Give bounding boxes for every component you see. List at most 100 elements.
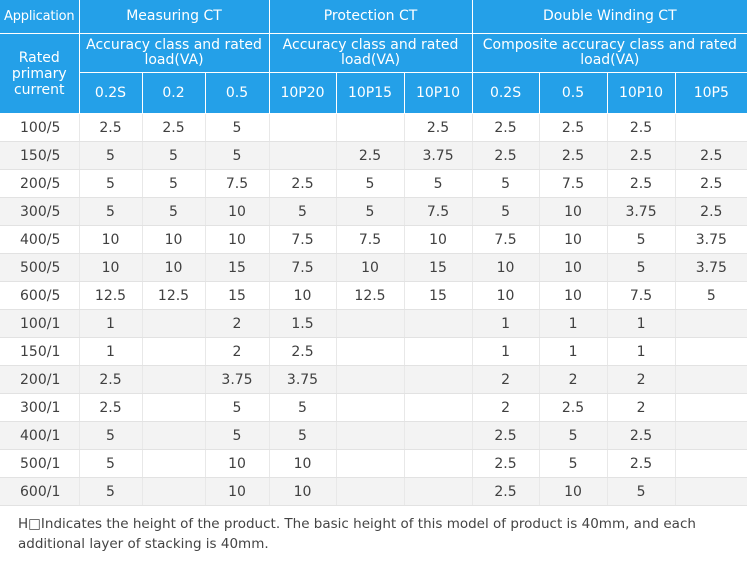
rated-current-cell: 400/1	[0, 421, 80, 450]
load-value-cell: 5	[675, 281, 747, 310]
load-value-cell: 7.5	[269, 253, 337, 282]
rated-current-cell: 500/1	[0, 449, 80, 478]
column-header: 10P10	[404, 72, 473, 114]
group-header-measuring: Measuring CT	[79, 0, 270, 34]
load-value-cell: 2.5	[404, 113, 473, 142]
load-value-cell: 1	[607, 309, 676, 338]
column-header: 0.5	[205, 72, 270, 114]
load-value-cell	[404, 337, 473, 366]
load-value-cell: 10	[142, 253, 206, 282]
load-value-cell: 5	[79, 421, 143, 450]
table-row: 600/5 12.5 12.5 15 10 12.5 15 10 10 7.5 5	[0, 281, 747, 310]
load-value-cell	[404, 421, 473, 450]
load-value-cell	[675, 309, 747, 338]
load-value-cell: 2.5	[269, 169, 337, 198]
load-value-cell: 2.5	[472, 141, 540, 170]
column-header: 0.5	[539, 72, 608, 114]
load-value-cell: 5	[472, 197, 540, 226]
subgroup-header-protection: Accuracy class and rated load(VA)	[269, 33, 473, 73]
load-value-cell: 10	[205, 449, 270, 478]
load-value-cell: 1.5	[269, 309, 337, 338]
load-value-cell	[142, 337, 206, 366]
load-value-cell: 10	[79, 225, 143, 254]
load-value-cell: 15	[205, 253, 270, 282]
load-value-cell: 2.5	[142, 113, 206, 142]
load-value-cell: 5	[205, 393, 270, 422]
load-value-cell: 2.5	[607, 113, 676, 142]
header-row-columns: 0.2S 0.2 0.5 10P20 10P15 10P10 0.2S 0.5 …	[0, 72, 747, 114]
column-header: 10P20	[269, 72, 337, 114]
load-value-cell	[269, 141, 337, 170]
load-value-cell: 2.5	[539, 113, 608, 142]
load-value-cell: 2	[472, 393, 540, 422]
column-header: 10P10	[607, 72, 676, 114]
ct-specification-table: Application Measuring CT Protection CT D…	[0, 0, 747, 506]
load-value-cell: 2.5	[607, 449, 676, 478]
load-value-cell	[336, 477, 405, 506]
rated-current-cell: 100/5	[0, 113, 80, 142]
load-value-cell: 2	[607, 365, 676, 394]
load-value-cell: 5	[142, 169, 206, 198]
rated-current-cell: 600/5	[0, 281, 80, 310]
table-row: 300/5 5 5 10 5 5 7.5 5 10 3.75 2.5	[0, 197, 747, 226]
table-row: 500/5 10 10 15 7.5 10 15 10 10 5 3.75	[0, 253, 747, 282]
table-row: 100/1 1 2 1.5 1 1 1	[0, 309, 747, 338]
load-value-cell	[336, 309, 405, 338]
load-value-cell: 1	[607, 337, 676, 366]
rated-current-cell: 150/1	[0, 337, 80, 366]
load-value-cell: 2.5	[79, 393, 143, 422]
load-value-cell: 5	[79, 197, 143, 226]
load-value-cell	[336, 449, 405, 478]
load-value-cell: 2	[607, 393, 676, 422]
load-value-cell: 12.5	[142, 281, 206, 310]
load-value-cell	[404, 309, 473, 338]
load-value-cell: 10	[539, 253, 608, 282]
load-value-cell: 7.5	[269, 225, 337, 254]
table-row: 600/1 5 10 10 2.5 10 5	[0, 477, 747, 506]
load-value-cell: 3.75	[675, 253, 747, 282]
load-value-cell	[675, 393, 747, 422]
load-value-cell: 5	[607, 253, 676, 282]
load-value-cell: 10	[472, 253, 540, 282]
load-value-cell: 2.5	[79, 365, 143, 394]
load-value-cell: 5	[336, 197, 405, 226]
rated-current-cell: 600/1	[0, 477, 80, 506]
table-row: 400/1 5 5 5 2.5 5 2.5	[0, 421, 747, 450]
table-row: 400/5 10 10 10 7.5 7.5 10 7.5 10 5 3.75	[0, 225, 747, 254]
rated-current-cell: 300/5	[0, 197, 80, 226]
rated-current-cell: 500/5	[0, 253, 80, 282]
load-value-cell: 2.5	[79, 113, 143, 142]
load-value-cell: 15	[404, 253, 473, 282]
load-value-cell: 10	[142, 225, 206, 254]
load-value-cell: 10	[205, 477, 270, 506]
load-value-cell	[675, 421, 747, 450]
load-value-cell: 5	[205, 141, 270, 170]
column-header: 10P15	[336, 72, 405, 114]
load-value-cell: 5	[79, 169, 143, 198]
load-value-cell	[404, 477, 473, 506]
load-value-cell: 2.5	[472, 449, 540, 478]
rated-current-cell: 400/5	[0, 225, 80, 254]
load-value-cell: 7.5	[404, 197, 473, 226]
column-header: 0.2S	[472, 72, 540, 114]
column-header: 0.2	[142, 72, 206, 114]
application-header: Application	[0, 0, 80, 34]
load-value-cell: 10	[269, 477, 337, 506]
table-row: 200/5 5 5 7.5 2.5 5 5 5 7.5 2.5 2.5	[0, 169, 747, 198]
load-value-cell: 10	[539, 281, 608, 310]
load-value-cell: 7.5	[607, 281, 676, 310]
load-value-cell: 12.5	[79, 281, 143, 310]
load-value-cell: 5	[269, 421, 337, 450]
load-value-cell: 2.5	[472, 421, 540, 450]
load-value-cell: 2.5	[607, 169, 676, 198]
load-value-cell: 1	[539, 309, 608, 338]
load-value-cell: 10	[269, 449, 337, 478]
load-value-cell: 5	[205, 421, 270, 450]
load-value-cell: 5	[607, 225, 676, 254]
group-header-double-winding: Double Winding CT	[472, 0, 747, 34]
subgroup-header-double-winding: Composite accuracy class and rated load(…	[472, 33, 747, 73]
load-value-cell: 2.5	[675, 141, 747, 170]
load-value-cell: 1	[472, 309, 540, 338]
load-value-cell: 2	[472, 365, 540, 394]
rated-primary-current-header: Rated primary current	[0, 33, 80, 114]
